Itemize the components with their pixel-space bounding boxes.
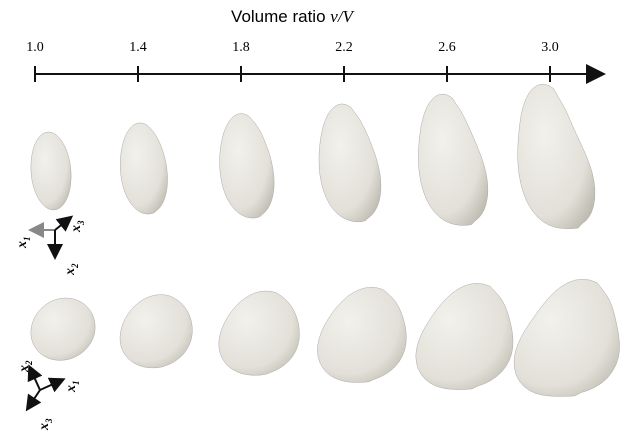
axis-title-text: Volume ratio	[231, 7, 326, 26]
axis-title: Volume ratio v/V	[231, 7, 356, 26]
label-symbol: x	[15, 241, 30, 249]
shape-bottom	[31, 298, 95, 360]
frame-label: x1	[15, 237, 32, 250]
shape-top	[220, 114, 275, 219]
shape-bottom	[514, 279, 619, 396]
label-index: 2	[70, 263, 80, 269]
shape-bottom	[416, 283, 513, 389]
tick-label: 1.0	[26, 40, 44, 55]
shape-top	[418, 94, 488, 225]
tick-label: 1.8	[232, 40, 250, 55]
label-symbol: x	[64, 385, 79, 393]
shapes	[31, 84, 620, 396]
label-symbol: x	[37, 423, 52, 431]
frame-label: x2	[17, 360, 34, 373]
shape-bottom	[219, 291, 300, 375]
label-index: 1	[71, 381, 81, 386]
ticks: 1.0 1.4 1.8 2.2 2.6 3.0	[26, 40, 559, 82]
frame-label: x3	[69, 220, 86, 233]
frame-bottom: x2 x1 x3	[17, 360, 81, 431]
figure: Volume ratio v/V 1.01.41.82.22.63.0 x1 x…	[0, 0, 629, 434]
tick-label: 2.2	[335, 40, 353, 55]
shape-bottom	[317, 287, 406, 382]
label-index: 3	[44, 418, 54, 424]
label-symbol: x	[63, 268, 78, 276]
axis-arrow	[28, 390, 40, 408]
axis-arrow	[55, 218, 70, 230]
frame-label: x3	[37, 418, 54, 431]
frame-top: x1 x2 x3	[15, 218, 86, 276]
shape-top	[120, 123, 167, 214]
label-index: 1	[22, 237, 32, 242]
shape-top	[31, 132, 71, 210]
label-index: 2	[24, 360, 34, 366]
frame-label: x2	[63, 263, 80, 276]
tick-label: 2.6	[438, 40, 456, 55]
tick-label: 1.4	[129, 40, 147, 55]
label-symbol: x	[69, 225, 84, 233]
label-symbol: x	[17, 365, 32, 373]
shape-top	[319, 104, 381, 222]
axis-arrow	[40, 380, 62, 390]
shape-bottom	[120, 295, 192, 368]
tick-label: 3.0	[541, 40, 559, 55]
label-index: 3	[76, 220, 86, 226]
axis-title-math: v/V	[330, 7, 355, 26]
shape-top	[518, 84, 595, 229]
frame-label: x1	[64, 381, 81, 394]
